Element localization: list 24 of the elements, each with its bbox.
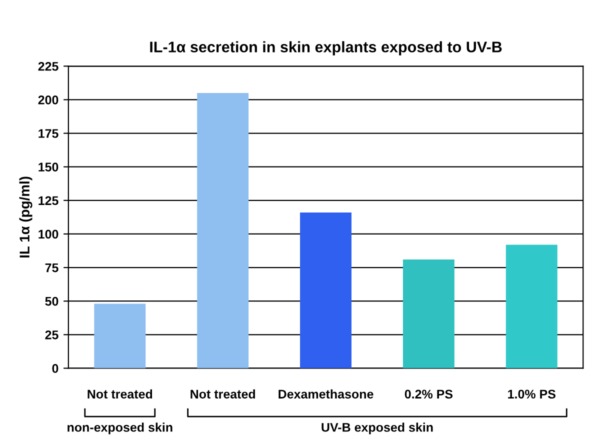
bar [506,244,558,368]
x-tick-label: 0.2% PS [404,390,453,399]
bar [402,259,454,368]
bar [197,93,249,368]
y-tick-label: 50 [45,296,58,306]
x-tick-label: Not treated [190,389,255,399]
y-tick-label: 25 [45,330,58,340]
x-tick-label: Not treated [88,389,152,399]
chart-title: IL-1α secretion in skin explants exposed to UV-B [150,41,502,56]
y-tick-label: 225 [38,62,58,71]
y-tick-label: 175 [38,129,58,138]
y-tick-label: 150 [38,162,58,172]
text: non-exposed skin [68,422,172,434]
y-tick-label: 0 [52,364,58,373]
bar [300,212,352,368]
y-axis-title: IL 1α (pg/ml) [19,176,32,258]
x-tick-label: 1.0% PS [508,390,556,399]
y-tick-label: 200 [38,96,58,104]
text: UV-B exposed skin [322,422,433,434]
y-tick-label: 100 [38,230,58,239]
y-tick-label: 125 [38,196,58,206]
x-tick-label: Dexamethasone [278,389,374,399]
y-tick-label: 75 [45,263,58,272]
bar [94,304,146,368]
